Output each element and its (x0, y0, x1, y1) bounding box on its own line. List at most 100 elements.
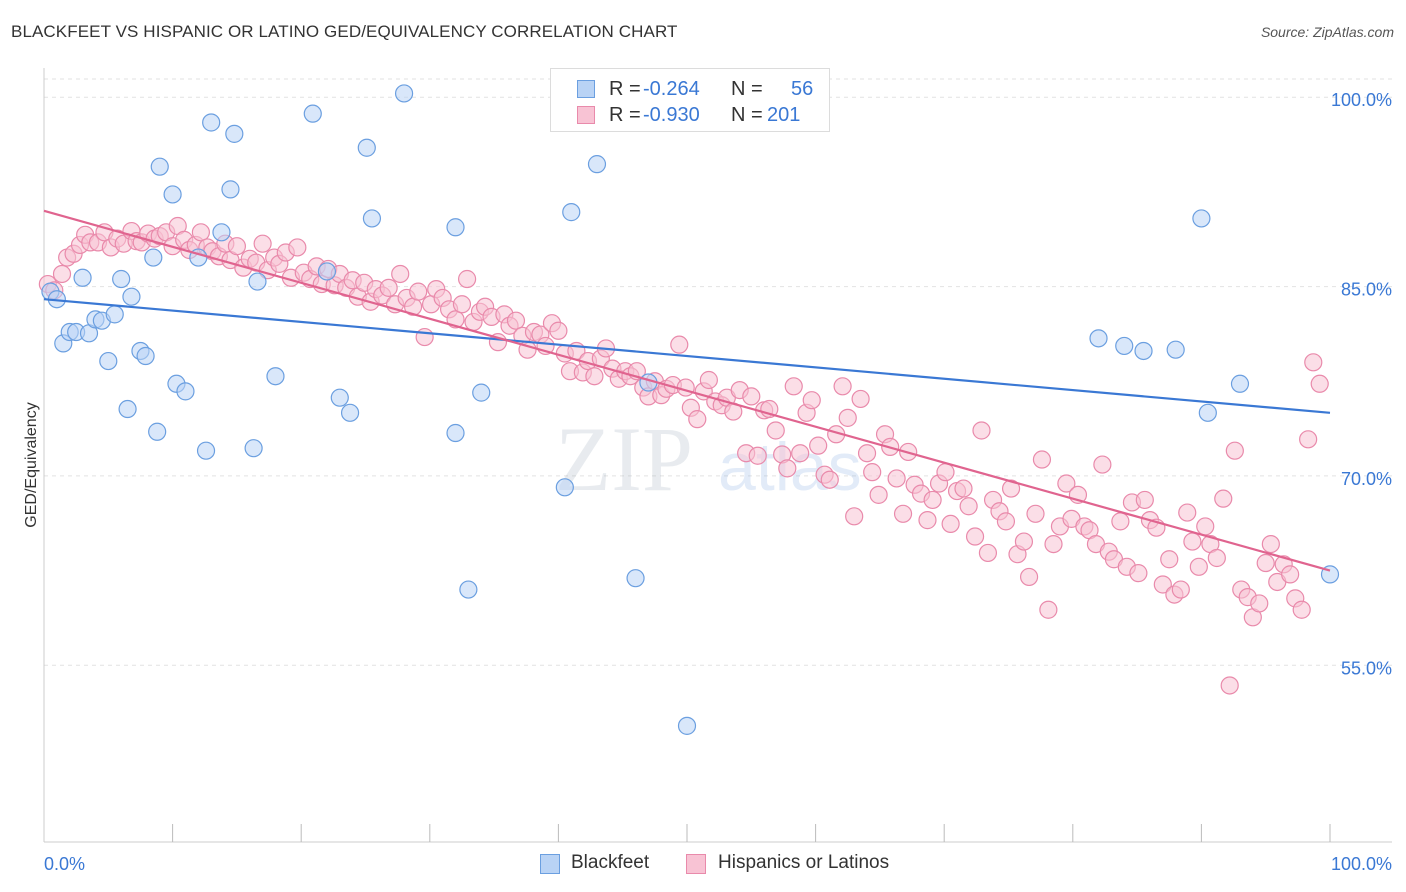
hispanics-point (1189, 557, 1208, 576)
r-label: R = (609, 78, 641, 100)
hispanics-point (791, 444, 810, 463)
blackfeet-point (163, 185, 182, 204)
hispanics-point (699, 370, 718, 390)
n-value: 56 (791, 78, 814, 100)
hispanics-point (959, 497, 978, 516)
hispanics-point (784, 377, 803, 396)
hispanics-legend-swatch (686, 854, 706, 874)
legend-row-hispanics: R = -0.930 N = 201 (551, 102, 829, 128)
hispanics-point (1057, 474, 1076, 493)
hispanics-point (918, 511, 937, 530)
hispanics-swatch (577, 106, 595, 124)
blackfeet-point (677, 716, 697, 735)
blackfeet-point (202, 113, 221, 132)
blackfeet-point (148, 422, 167, 441)
blackfeet-point (394, 84, 414, 103)
blackfeet-point (118, 399, 137, 419)
hispanics-point (1135, 490, 1154, 510)
series-blackfeet-points (41, 84, 1340, 735)
hispanics-point (391, 264, 410, 284)
hispanics-point (863, 463, 882, 482)
blackfeet-point (73, 268, 92, 287)
blackfeet-point (112, 269, 131, 289)
hispanics-point (820, 470, 839, 489)
n-label: N = (731, 78, 763, 100)
grid-lines (44, 78, 1392, 666)
blackfeet-point (459, 580, 478, 599)
hispanics-point (748, 446, 767, 465)
hispanics-point (1039, 600, 1058, 619)
hispanics-point (1129, 564, 1148, 583)
hispanics-point (191, 223, 210, 242)
hispanics-point (457, 269, 477, 289)
hispanics-point (506, 311, 526, 330)
blackfeet-point (472, 383, 491, 402)
hispanics-point (833, 377, 852, 396)
hispanics-point (688, 410, 707, 429)
hispanics-point (845, 507, 864, 526)
hispanics-point (585, 367, 604, 386)
hispanics-point (1292, 600, 1311, 619)
correlation-legend: R = -0.264 N = 56 R = -0.930 N = 201 (550, 68, 830, 132)
blackfeet-swatch (577, 80, 595, 98)
hispanics-point (379, 278, 398, 297)
blackfeet-point (626, 569, 645, 588)
hispanics-point (1178, 503, 1197, 522)
hispanics-point (253, 234, 272, 253)
x-tick-label: 100.0% (1331, 854, 1392, 874)
blackfeet-point (587, 155, 607, 174)
n-value: 201 (767, 104, 801, 126)
x-tick-labels: 0.0% 100.0% (44, 854, 1392, 874)
blackfeet-point (196, 441, 216, 460)
hispanics-point (1019, 567, 1039, 587)
hispanics-point (1250, 594, 1269, 613)
blackfeet-point (150, 157, 169, 176)
hispanics-point (965, 527, 985, 546)
hispanics-point (1153, 575, 1172, 594)
hispanics-point (1304, 353, 1323, 372)
hispanics-point (851, 389, 870, 409)
watermark: ZIP atlas (555, 408, 862, 510)
hispanics-point (1026, 504, 1045, 523)
y-axis-label: GED/Equivalency (23, 402, 40, 527)
hispanics-point (1044, 534, 1063, 554)
blackfeet-point (1198, 403, 1217, 422)
blackfeet-point (1089, 329, 1108, 348)
blackfeet-point (225, 124, 244, 143)
hispanics-point (923, 490, 942, 510)
hispanics-point (409, 282, 428, 301)
blackfeet-point (446, 423, 465, 443)
hispanics-point (1256, 553, 1275, 573)
blackfeet-point (1115, 336, 1134, 356)
hispanics-point (893, 504, 913, 523)
blackfeet-point (176, 382, 195, 401)
blackfeet-point (105, 305, 124, 324)
hispanics-point (809, 436, 828, 455)
blackfeet-point (1134, 341, 1153, 361)
hispanics-legend-label: Hispanics or Latinos (718, 852, 890, 873)
hispanics-point (1001, 479, 1021, 498)
n-label: N = (731, 104, 763, 126)
hispanics-point (778, 459, 797, 478)
hispanics-point (1261, 534, 1280, 554)
blackfeet-point (562, 203, 581, 222)
hispanics-point (1214, 489, 1233, 508)
blackfeet-point (1192, 209, 1211, 228)
blackfeet-point (446, 218, 465, 237)
blackfeet-point (266, 367, 285, 386)
source-label: Source: ZipAtlas.com (1260, 24, 1394, 40)
blackfeet-point (303, 104, 322, 123)
hispanics-point (1093, 455, 1112, 474)
hispanics-point (1183, 532, 1202, 551)
r-value: -0.930 (643, 104, 700, 126)
blackfeet-point (555, 478, 574, 497)
blackfeet-point (1166, 340, 1185, 359)
blackfeet-point (144, 248, 163, 267)
hispanics-point (1225, 441, 1244, 460)
hispanics-point (1111, 512, 1130, 531)
hispanics-point (1014, 532, 1034, 551)
hispanics-point (227, 237, 246, 256)
blackfeet-trend-line (43, 298, 1331, 414)
hispanics-point (452, 295, 472, 314)
